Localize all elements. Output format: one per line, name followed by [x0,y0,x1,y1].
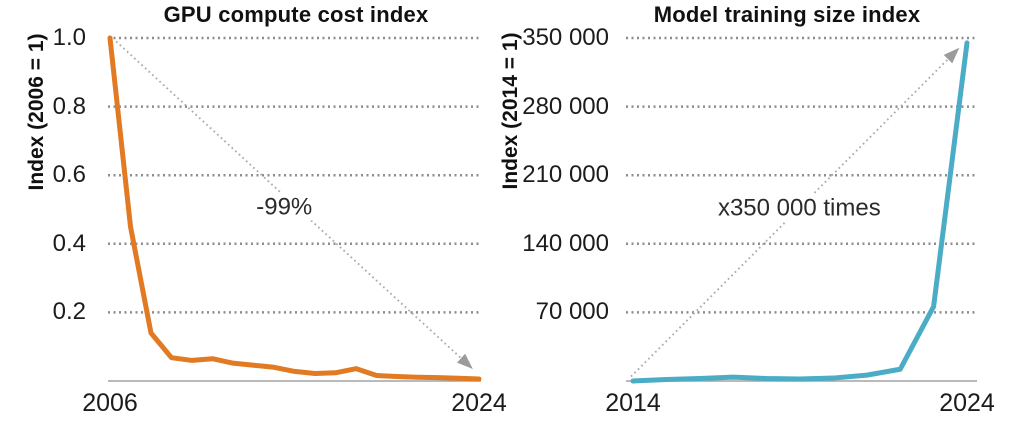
x-tick-label-2014: 2014 [605,389,661,417]
y-axis-label-training-size: Index (2014 = 1) [499,32,522,190]
y-tick-label: 0.4 [52,229,86,257]
trend-arrowhead [457,353,473,369]
series-line [630,40,970,384]
annotation-growth-label: x350 000 times [708,194,890,222]
y-tick-label: 70 000 [535,298,609,326]
chart-title-gpu-compute-cost: GPU compute cost index [163,2,429,27]
y-tick-label: 280 000 [522,92,609,120]
y-tick-label: 1.0 [52,24,86,51]
y-tick-label: 0.2 [52,298,86,326]
x-tick-label-2024-left: 2024 [451,389,507,417]
y-tick-label: 0.8 [52,92,86,120]
y-tick-label: 140 000 [522,229,609,257]
annotation-decline-label: -99% [247,193,322,221]
series-line [107,35,482,382]
y-tick-label: 210 000 [522,161,609,189]
y-axis-label-gpu-cost: Index (2006 = 1) [25,33,48,191]
x-tick-label-2006: 2006 [82,389,138,417]
x-tick-label-2024-right: 2024 [939,389,995,417]
trend-arrowhead [943,47,960,64]
chart-title-model-training-size: Model training size index [653,2,921,27]
trend-arrow-line [630,58,949,378]
y-tick-label: 350 000 [522,24,609,51]
y-tick-label: 0.6 [52,161,86,189]
